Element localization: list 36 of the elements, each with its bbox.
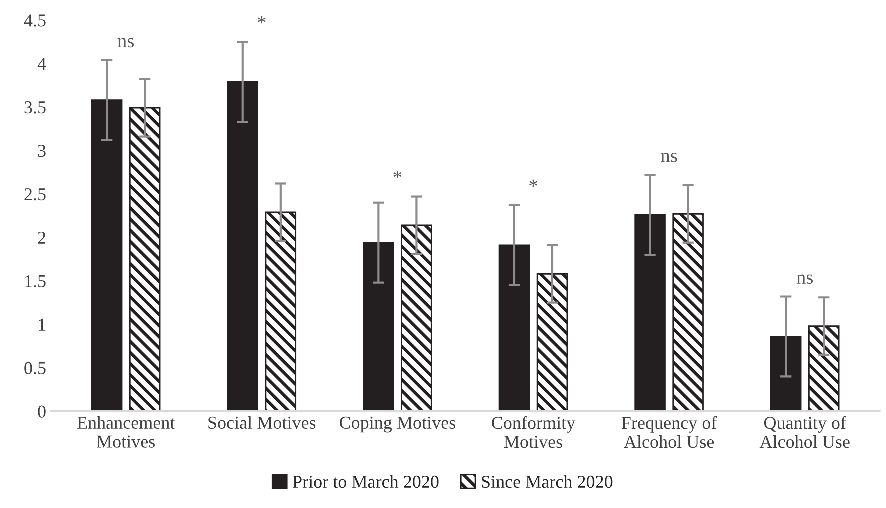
bar: [91, 100, 123, 412]
legend-label: Prior to March 2020: [293, 475, 439, 488]
x-tick-label: Quantity of Alcohol Use: [760, 416, 850, 448]
bar: [808, 326, 840, 412]
bar: [498, 244, 530, 412]
x-tick-label: Coping Motives: [340, 416, 456, 433]
bar: [672, 213, 704, 412]
bar: [265, 212, 297, 412]
y-tick-label: 1.5: [26, 275, 46, 288]
y-tick-label: 4: [38, 58, 46, 70]
bar: [634, 214, 666, 412]
x-tick-label: Frequency of Alcohol Use: [622, 416, 718, 448]
y-tick-label: 0.5: [24, 362, 46, 375]
x-tick-label: Enhancement Motives: [77, 416, 176, 448]
bar: [363, 242, 394, 412]
bar: [770, 336, 802, 412]
bar: [129, 107, 161, 412]
y-tick-label: 2.5: [24, 188, 46, 201]
annotation: ns: [796, 274, 814, 284]
bar: [227, 81, 259, 412]
annotation: ns: [118, 38, 134, 48]
y-tick-label: 3.5: [24, 102, 46, 114]
y-tick-label: 2: [38, 232, 46, 244]
y-tick-label: 0: [38, 406, 46, 418]
bar: [536, 273, 568, 412]
y-tick-label: 1: [39, 318, 46, 331]
y-tick-label: 4.5: [24, 14, 46, 27]
annotation: *: [530, 180, 538, 188]
x-tick-label: Conformity Motives: [492, 416, 576, 448]
legend-label: Since March 2020: [482, 475, 613, 488]
y-tick-label: 3: [38, 145, 46, 158]
annotation: *: [394, 171, 402, 178]
annotation: ns: [661, 153, 678, 162]
bar: [401, 224, 432, 412]
annotation: *: [258, 16, 266, 24]
x-tick-label: Social Motives: [208, 416, 316, 430]
